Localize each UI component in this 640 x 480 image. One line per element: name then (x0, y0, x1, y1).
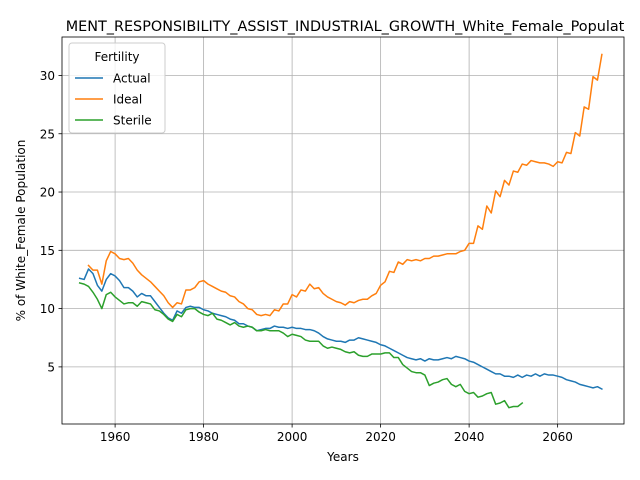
series-line-actual (78, 268, 603, 391)
series-line-sterile (78, 282, 524, 409)
legend-label-sterile: Sterile (113, 114, 152, 128)
y-tick-label: 5 (47, 360, 55, 374)
y-axis-label: % of White_Female Population (14, 140, 28, 322)
series-lines (78, 53, 603, 409)
x-tick-label: 2060 (542, 430, 573, 444)
axis-ticks: 1960 1980 2000 2020 2040 2060 5 10 15 20 25 30 (40, 69, 573, 444)
y-tick-label: 10 (40, 302, 55, 316)
legend-label-ideal: Ideal (113, 93, 142, 107)
chart-title: MENT_RESPONSIBILITY_ASSIST_INDUSTRIAL_GR… (66, 19, 625, 35)
x-tick-label: 2000 (277, 430, 308, 444)
legend: Fertility Actual Ideal Sterile (68, 42, 166, 134)
legend-label-actual: Actual (113, 72, 151, 86)
plot-area-frame (61, 36, 625, 425)
y-tick-label: 20 (40, 186, 55, 200)
x-tick-label: 1960 (100, 430, 131, 444)
y-tick-label: 30 (40, 69, 55, 83)
grid-lines (62, 37, 624, 424)
x-tick-label: 1980 (188, 430, 219, 444)
x-tick-label: 2040 (454, 430, 485, 444)
series-line-ideal (87, 53, 603, 317)
x-tick-label: 2020 (365, 430, 396, 444)
y-tick-label: 15 (40, 244, 55, 258)
legend-box (68, 42, 166, 134)
legend-entries: Actual Ideal Sterile (75, 72, 152, 128)
y-tick-label: 25 (40, 127, 55, 141)
legend-title: Fertility (94, 50, 139, 64)
x-axis-label: Years (326, 450, 359, 464)
